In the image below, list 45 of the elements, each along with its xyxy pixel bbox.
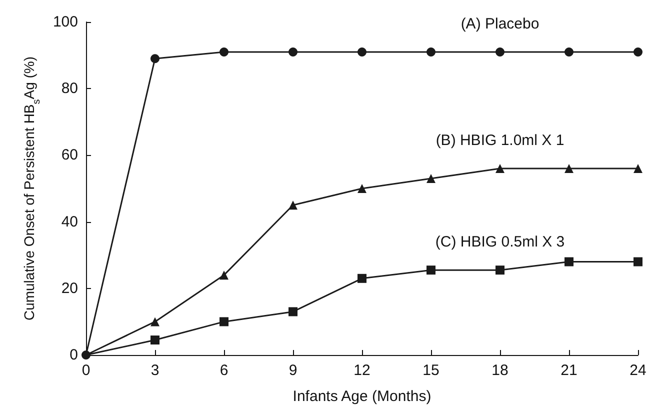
point: [150, 336, 160, 345]
x-tick-label: 0: [82, 362, 90, 379]
x-tick-label: 12: [354, 362, 370, 379]
point: [564, 47, 574, 56]
x-tick-label: 21: [560, 362, 578, 379]
point: [150, 317, 160, 326]
point: [358, 184, 366, 193]
point: [220, 270, 228, 280]
y-tick-label: 80: [61, 80, 78, 98]
x-axis-title: Infants Age (Months): [292, 388, 432, 405]
point: [426, 174, 436, 184]
x-tick-label: 18: [492, 362, 508, 379]
point: [288, 47, 298, 56]
point: [634, 257, 642, 266]
y-tick-label: 20: [61, 280, 78, 297]
x-tick-label: 6: [220, 362, 228, 379]
point: [358, 274, 366, 283]
series-label: (B) HBIG 1.0ml X 1: [436, 132, 564, 150]
point: [564, 164, 574, 174]
point: [496, 266, 504, 275]
point: [220, 47, 228, 56]
y-axis-title: Cumulative Onset of Persistent HBsAg (%): [21, 56, 43, 321]
point: [358, 47, 366, 56]
point: [564, 257, 574, 266]
y-tick-label: 0: [70, 346, 78, 364]
point: [634, 164, 642, 174]
series-label: (A) Placebo: [460, 15, 540, 32]
point: [426, 47, 436, 56]
point: [634, 47, 642, 56]
point: [496, 47, 504, 56]
point: [82, 350, 90, 360]
point: [220, 317, 228, 326]
point: [426, 266, 436, 275]
point: [150, 54, 160, 64]
series-label: (C) HBIG 0.5ml X 3: [435, 234, 565, 251]
y-tick-label: 40: [61, 213, 78, 230]
y-tick-label: 60: [61, 146, 78, 164]
point: [288, 307, 298, 316]
x-tick-label: 15: [422, 362, 440, 379]
x-tick-label: 24: [630, 362, 646, 379]
point: [496, 164, 504, 174]
x-tick-label: 3: [150, 362, 160, 379]
point: [288, 200, 298, 210]
x-tick-label: 9: [288, 362, 298, 379]
y-tick-label: 100: [52, 14, 78, 30]
